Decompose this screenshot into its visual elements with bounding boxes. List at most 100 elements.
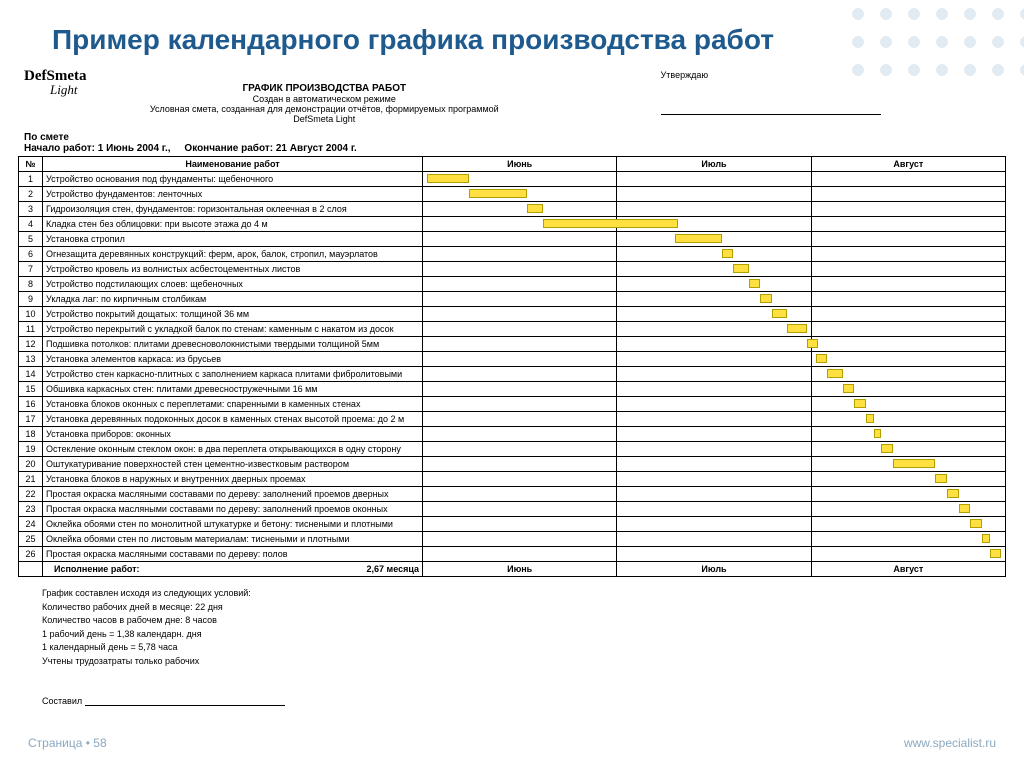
gantt-cell xyxy=(811,382,1005,397)
summary-month: Июль xyxy=(617,562,811,577)
row-name: Оклейка обоями стен по монолитной штукат… xyxy=(43,517,423,532)
gantt-bar xyxy=(733,264,748,273)
table-row: 19Остекление оконным стеклом окон: в два… xyxy=(19,442,1006,457)
end-label: Окончание работ: xyxy=(184,143,273,154)
gantt-bar xyxy=(881,444,893,453)
gantt-bar xyxy=(874,429,882,438)
summary-row: Исполнение работ: 2,67 месяцаИюньИюльАвг… xyxy=(19,562,1006,577)
gantt-bar xyxy=(527,204,542,213)
gantt-cell xyxy=(617,262,811,277)
gantt-cell xyxy=(423,322,617,337)
start-val: 1 Июнь 2004 г., xyxy=(98,143,171,154)
row-name: Огнезащита деревянных конструкций: ферм,… xyxy=(43,247,423,262)
gantt-cell xyxy=(617,292,811,307)
gantt-cell xyxy=(617,487,811,502)
row-name: Оклейка обоями стен по листовым материал… xyxy=(43,532,423,547)
row-num: 21 xyxy=(19,472,43,487)
row-name: Остекление оконным стеклом окон: в два п… xyxy=(43,442,423,457)
row-name: Укладка лаг: по кирпичным столбикам xyxy=(43,292,423,307)
gantt-bar xyxy=(787,324,806,333)
table-row: 23Простая окраска масляными составами по… xyxy=(19,502,1006,517)
row-num: 13 xyxy=(19,352,43,367)
table-row: 22Простая окраска масляными составами по… xyxy=(19,487,1006,502)
row-num: 26 xyxy=(19,547,43,562)
gantt-cell xyxy=(811,502,1005,517)
gantt-cell xyxy=(423,427,617,442)
row-num: 6 xyxy=(19,247,43,262)
gantt-bar xyxy=(982,534,990,543)
gantt-cell xyxy=(811,427,1005,442)
row-num: 8 xyxy=(19,277,43,292)
row-name: Установка элементов каркаса: из брусьев xyxy=(43,352,423,367)
row-name: Устройство подстилающих слоев: щебеночны… xyxy=(43,277,423,292)
gantt-cell xyxy=(423,502,617,517)
gantt-cell xyxy=(423,232,617,247)
table-row: 8Устройство подстилающих слоев: щебеночн… xyxy=(19,277,1006,292)
row-name: Гидроизоляция стен, фундаментов: горизон… xyxy=(43,202,423,217)
gantt-bar xyxy=(935,474,947,483)
gantt-cell xyxy=(617,382,811,397)
gantt-cell xyxy=(423,397,617,412)
gantt-cell xyxy=(423,247,617,262)
row-name: Устройство кровель из волнистых асбестоц… xyxy=(43,262,423,277)
footer-site: www.specialist.ru xyxy=(904,736,996,750)
table-row: 4Кладка стен без облицовки: при высоте э… xyxy=(19,217,1006,232)
row-num: 18 xyxy=(19,427,43,442)
gantt-cell xyxy=(423,187,617,202)
gantt-bar xyxy=(427,174,470,183)
gantt-cell xyxy=(811,472,1005,487)
start-label: Начало работ: xyxy=(24,143,95,154)
row-num: 1 xyxy=(19,172,43,187)
gantt-bar xyxy=(675,234,721,243)
gantt-cell xyxy=(617,517,811,532)
note-l2: Количество рабочих дней в месяце: 22 дня xyxy=(42,601,1006,615)
note-l5: 1 календарный день = 5,78 часа xyxy=(42,641,1006,655)
doc-title: ГРАФИК ПРОИЗВОДСТВА РАБОТ xyxy=(18,83,631,94)
gantt-cell xyxy=(423,472,617,487)
approve-signature-line xyxy=(661,114,881,115)
row-num: 23 xyxy=(19,502,43,517)
gantt-bar xyxy=(970,519,982,528)
gantt-cell xyxy=(423,307,617,322)
gantt-header-row: № Наименование работ Июнь Июль Август xyxy=(19,157,1006,172)
gantt-bar xyxy=(947,489,959,498)
gantt-cell xyxy=(423,517,617,532)
row-num: 4 xyxy=(19,217,43,232)
signer: Составил xyxy=(18,668,1006,706)
row-num: 9 xyxy=(19,292,43,307)
doc-header: DefSmeta Light ГРАФИК ПРОИЗВОДСТВА РАБОТ… xyxy=(18,70,1006,124)
table-row: 1Устройство основания под фундаменты: ще… xyxy=(19,172,1006,187)
gantt-bar xyxy=(866,414,874,423)
table-row: 2Устройство фундаментов: ленточных xyxy=(19,187,1006,202)
gantt-cell xyxy=(811,352,1005,367)
row-num: 10 xyxy=(19,307,43,322)
gantt-cell xyxy=(811,397,1005,412)
gantt-cell xyxy=(423,382,617,397)
gantt-cell xyxy=(617,247,811,262)
gantt-cell xyxy=(811,307,1005,322)
end-val: 21 Август 2004 г. xyxy=(276,143,357,154)
gantt-cell xyxy=(617,532,811,547)
col-header-num: № xyxy=(19,157,43,172)
table-row: 26Простая окраска масляными составами по… xyxy=(19,547,1006,562)
document-body: DefSmeta Light ГРАФИК ПРОИЗВОДСТВА РАБОТ… xyxy=(18,70,1006,706)
gantt-cell xyxy=(811,412,1005,427)
gantt-cell xyxy=(617,187,811,202)
footer-page-num: 58 xyxy=(93,736,106,750)
doc-sub1: Создан в автоматическом режиме xyxy=(18,94,631,104)
row-name: Простая окраска масляными составами по д… xyxy=(43,502,423,517)
footer: Страница • 58 www.specialist.ru xyxy=(0,736,1024,750)
gantt-cell xyxy=(617,277,811,292)
gantt-cell xyxy=(617,397,811,412)
row-name: Установка приборов: оконных xyxy=(43,427,423,442)
gantt-cell xyxy=(811,187,1005,202)
table-row: 12Подшивка потолков: плитами древесновол… xyxy=(19,337,1006,352)
note-l1: График составлен исходя из следующих усл… xyxy=(42,587,1006,601)
gantt-bar xyxy=(854,399,866,408)
row-num: 3 xyxy=(19,202,43,217)
table-row: 13Установка элементов каркаса: из брусье… xyxy=(19,352,1006,367)
gantt-bar xyxy=(990,549,1002,558)
doc-sub3: DefSmeta Light xyxy=(18,114,631,124)
row-name: Установка блоков в наружных и внутренних… xyxy=(43,472,423,487)
row-name: Подшивка потолков: плитами древесноволок… xyxy=(43,337,423,352)
